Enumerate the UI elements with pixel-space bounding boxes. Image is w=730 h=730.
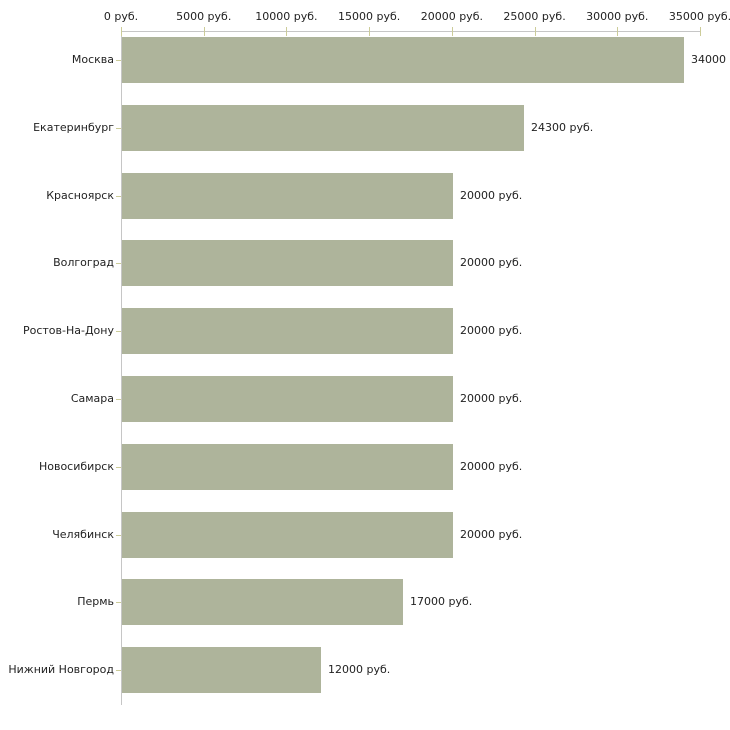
category-label: Новосибирск: [38, 459, 114, 473]
x-axis-tick-label: 30000 руб.: [586, 10, 649, 23]
y-axis-tick: [116, 263, 121, 265]
y-axis-tick: [116, 670, 121, 672]
y-axis-tick: [116, 399, 121, 400]
y-axis-line: [121, 31, 122, 705]
y-axis-tick: [116, 534, 121, 536]
category-label: Ростов-На-Дону: [22, 324, 114, 338]
bar-value-label: 24300 руб.: [531, 120, 594, 134]
category-label: Красноярск: [46, 188, 114, 202]
bar: [122, 647, 321, 694]
bar-value-label: 20000 руб.: [460, 188, 523, 202]
category-label: Москва: [71, 53, 114, 66]
category-label: Екатеринбург: [33, 120, 114, 134]
category-label: Волгоград: [53, 256, 114, 270]
bar: [122, 376, 453, 422]
bar: [122, 579, 403, 626]
bar: [122, 104, 524, 151]
bar-value-label: 20000 руб.: [460, 324, 523, 338]
bar-value-label: 20000 руб.: [460, 256, 523, 270]
x-axis-tick: [617, 27, 619, 36]
x-axis-tick-label: 10000 руб.: [255, 10, 318, 23]
y-axis-tick: [116, 195, 121, 197]
y-axis-tick: [116, 127, 121, 129]
y-axis-tick: [116, 60, 121, 61]
x-axis-tick: [451, 27, 453, 36]
x-axis-tick-label: 15000 руб.: [338, 10, 401, 23]
bar-value-label: 12000 руб.: [328, 663, 391, 677]
bar: [122, 443, 453, 490]
y-axis-tick: [116, 331, 121, 333]
x-axis-tick: [534, 27, 536, 36]
x-axis-tick: [700, 27, 701, 36]
x-axis-tick-label: 5000 руб.: [176, 10, 232, 23]
x-axis-tick: [369, 27, 371, 36]
x-axis-tick: [286, 27, 288, 36]
x-axis-tick-label: 35000 руб.: [668, 10, 730, 23]
category-label: Нижний Новгород: [8, 663, 114, 677]
x-axis-line: [121, 31, 701, 32]
x-axis-tick-label: 20000 руб.: [420, 10, 483, 23]
bar-value-label: 34000 руб.: [691, 53, 730, 66]
category-label: Самара: [70, 392, 114, 405]
x-axis-tick-label: 25000 руб.: [503, 10, 566, 23]
bar: [122, 240, 453, 287]
bar-value-label: 20000 руб.: [460, 459, 523, 473]
x-axis-tick: [203, 27, 205, 36]
bar: [122, 172, 453, 219]
y-axis-tick: [116, 602, 121, 604]
x-axis-tick-label: 0 руб.: [103, 10, 139, 23]
bar-value-label: 20000 руб.: [460, 527, 523, 541]
bar: [122, 511, 453, 558]
y-axis-tick: [116, 466, 121, 468]
bar-value-label: 20000 руб.: [460, 392, 523, 405]
category-label: Пермь: [77, 595, 114, 609]
bar: [122, 37, 684, 83]
bar-value-label: 17000 руб.: [410, 595, 473, 609]
category-label: Челябинск: [52, 527, 114, 541]
bar: [122, 308, 453, 355]
x-axis-tick: [121, 27, 122, 36]
